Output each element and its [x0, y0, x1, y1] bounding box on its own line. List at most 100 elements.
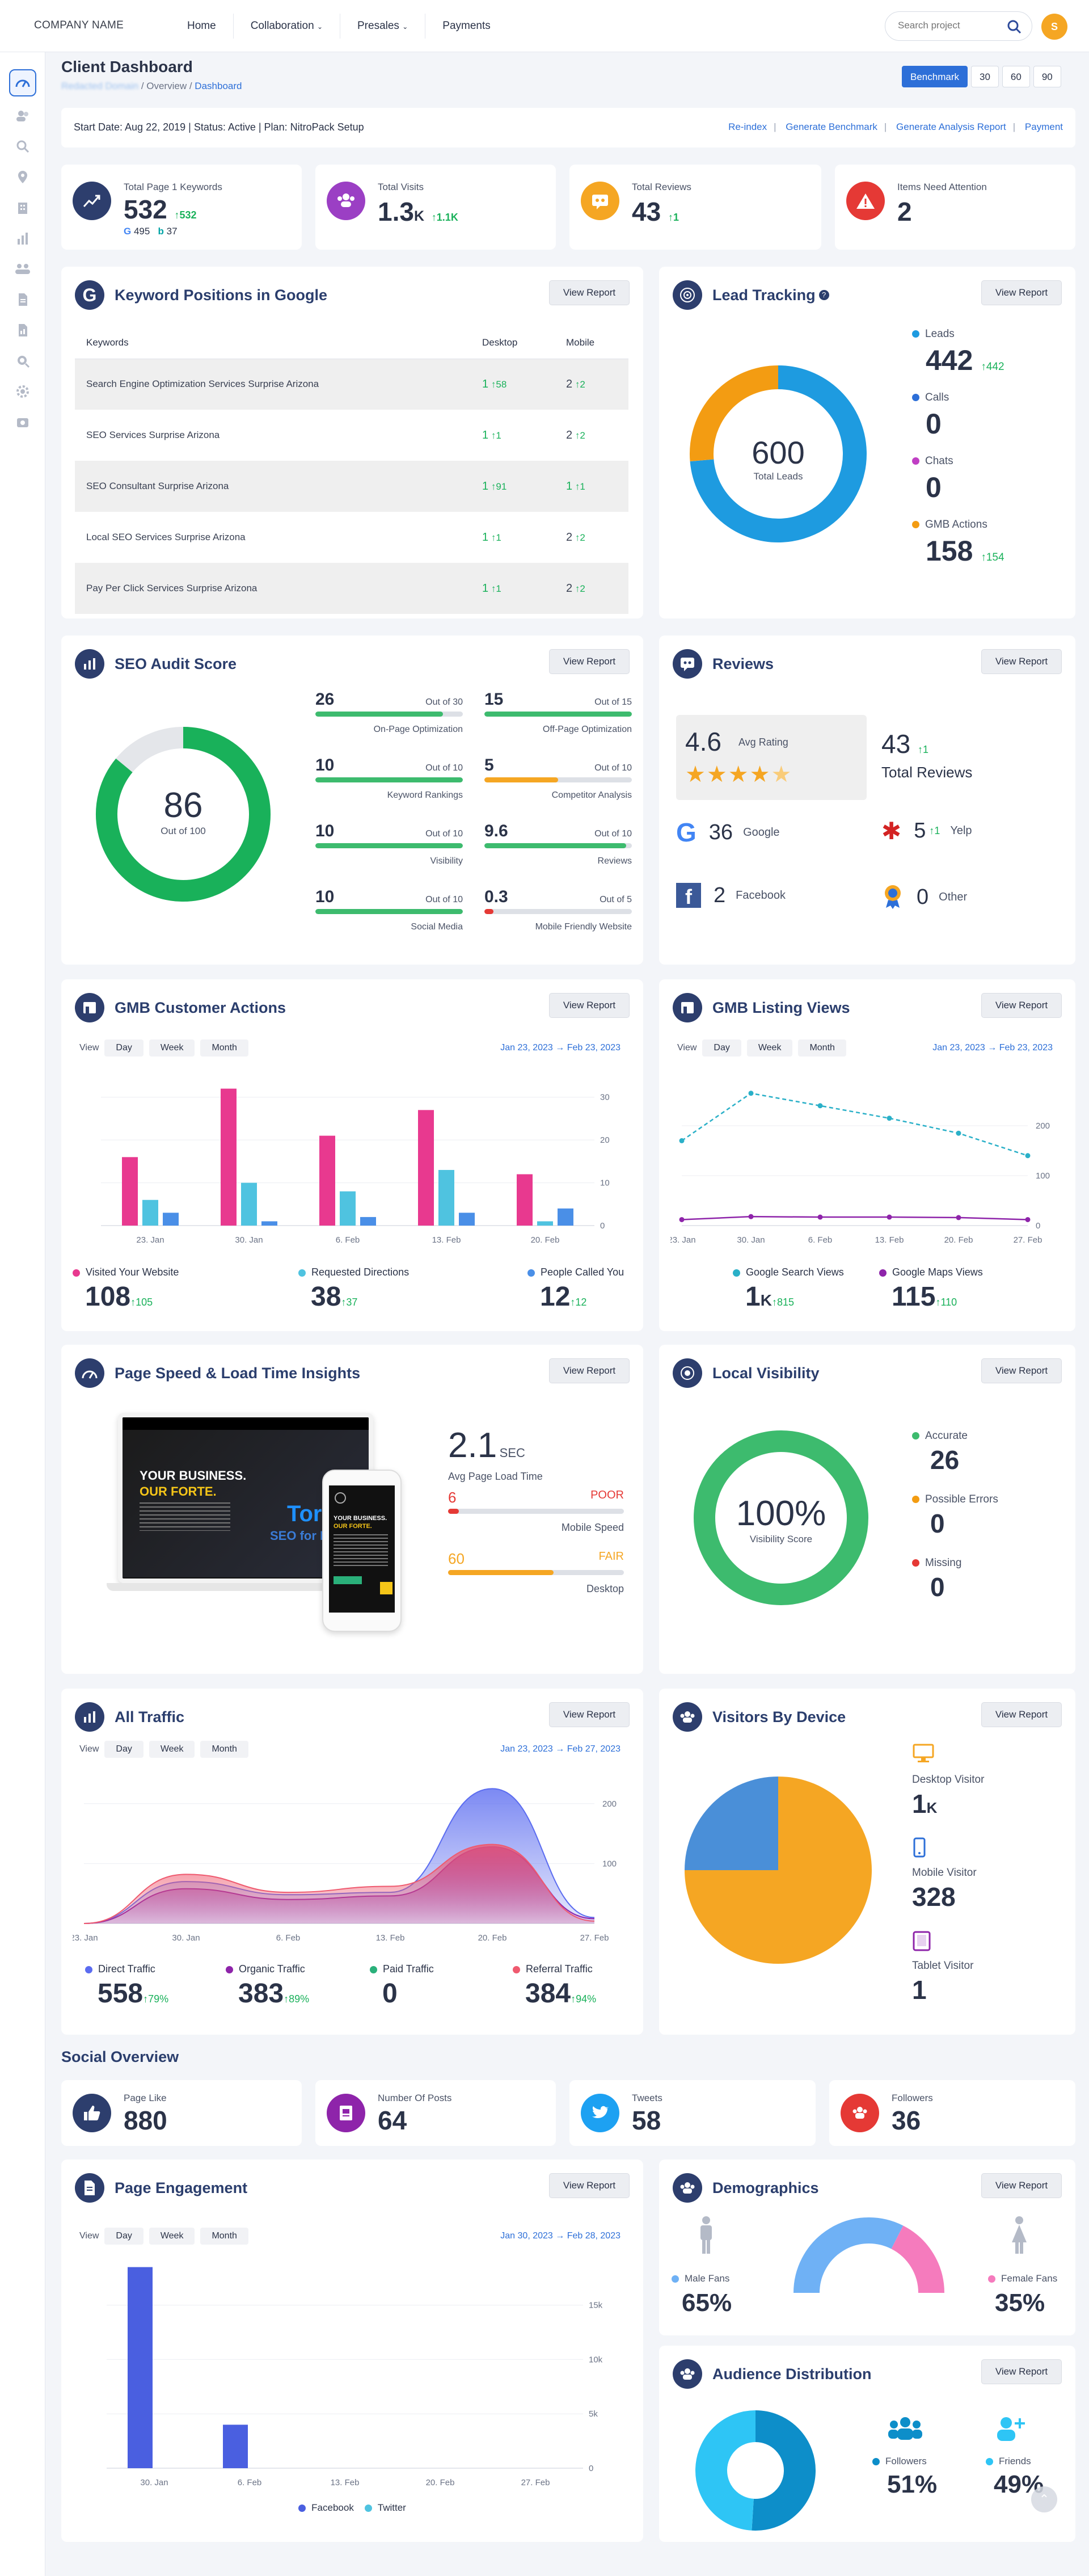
- table-row[interactable]: SEO Services Surprise Arizona 1 ↑1 2 ↑2: [86, 428, 585, 441]
- data-point: [956, 1215, 961, 1220]
- x-tick-label: 6. Feb: [808, 1235, 833, 1245]
- reindex-link[interactable]: Re-index: [728, 121, 767, 132]
- data-point: [956, 1130, 961, 1136]
- period-60-button[interactable]: 60: [1002, 66, 1030, 87]
- sidebar-document-icon[interactable]: [9, 286, 36, 313]
- sidebar-settings-icon[interactable]: [9, 378, 36, 405]
- scroll-to-top-button[interactable]: ⌃: [1031, 2486, 1057, 2512]
- data-point: [679, 1217, 685, 1222]
- week-button[interactable]: Week: [149, 1039, 195, 1057]
- table-row[interactable]: Search Engine Optimization Services Surp…: [75, 359, 628, 410]
- view-report-button[interactable]: View Report: [981, 2359, 1062, 2384]
- view-report-button[interactable]: View Report: [549, 280, 630, 305]
- period-30-button[interactable]: 30: [970, 66, 999, 87]
- nav-collaboration[interactable]: Collaboration ⌄: [234, 14, 340, 39]
- social-card-posts: Number Of Posts 64: [315, 2080, 556, 2146]
- view-report-button[interactable]: View Report: [981, 1702, 1062, 1727]
- gmb-views-card: GMB Listing Views View Report View Day Wee…: [659, 979, 1075, 1331]
- data-point: [748, 1214, 754, 1219]
- view-report-button[interactable]: View Report: [981, 280, 1062, 305]
- view-report-button[interactable]: View Report: [549, 2173, 630, 2198]
- view-report-button[interactable]: View Report: [981, 993, 1062, 1018]
- search-input[interactable]: [898, 20, 994, 31]
- generate-benchmark-link[interactable]: Generate Benchmark: [786, 121, 877, 132]
- date-range[interactable]: Jan 23, 2023 → Feb 23, 2023: [932, 1043, 1053, 1053]
- x-tick-label: 27. Feb: [580, 1933, 609, 1943]
- period-90-button[interactable]: 90: [1033, 66, 1061, 87]
- project-info-bar: Start Date: Aug 22, 2019 | Status: Activ…: [61, 108, 1075, 148]
- month-button[interactable]: Month: [200, 1039, 248, 1057]
- x-tick-label: 20. Feb: [426, 2478, 455, 2487]
- sidebar-camera-icon[interactable]: [9, 409, 36, 436]
- social-card-followers: Followers 36: [829, 2080, 1075, 2146]
- sidebar-building-icon[interactable]: [9, 194, 36, 221]
- x-tick-label: 13. Feb: [376, 1933, 405, 1943]
- week-button[interactable]: Week: [149, 2228, 195, 2245]
- view-report-button[interactable]: View Report: [981, 1358, 1062, 1383]
- y-tick-label: 10: [600, 1178, 610, 1188]
- day-button[interactable]: Day: [702, 1039, 741, 1057]
- date-range[interactable]: Jan 23, 2023 → Feb 27, 2023: [500, 1744, 621, 1754]
- view-report-button[interactable]: View Report: [549, 649, 630, 674]
- avatar[interactable]: S: [1041, 14, 1067, 40]
- table-row[interactable]: SEO Consultant Surprise Arizona 1 ↑91 1 ↑1: [75, 461, 628, 512]
- donut-slice-1: [695, 2410, 757, 2531]
- generate-report-link[interactable]: Generate Analysis Report: [896, 121, 1006, 132]
- month-button[interactable]: Month: [200, 2228, 248, 2245]
- top-navbar: COMPANY NAME Home Collaboration ⌄ Presal…: [0, 0, 1089, 52]
- phone-mockup-image: YOUR BUSINESS. OUR FORTE.: [322, 1470, 402, 1632]
- thumbs-up-icon: [73, 2094, 111, 2132]
- store-icon: [75, 993, 104, 1022]
- stat-card-keywords: Total Page 1 Keywords 532 ↑532 G 495 b 3…: [61, 165, 302, 250]
- x-tick-label: 13. Feb: [875, 1235, 904, 1245]
- sidebar-analysis-icon[interactable]: [9, 347, 36, 374]
- view-report-button[interactable]: View Report: [549, 1702, 630, 1727]
- day-button[interactable]: Day: [104, 1039, 143, 1057]
- sidebar-team-icon[interactable]: [9, 255, 36, 283]
- reviews-card: Reviews View Report 4.6 Avg Rating ★★★★★…: [659, 635, 1075, 965]
- view-report-button[interactable]: View Report: [981, 2173, 1062, 2198]
- help-icon[interactable]: ?: [818, 290, 829, 300]
- view-report-button[interactable]: View Report: [549, 993, 630, 1018]
- demographics-card: Demographics View Report Male Fans 65% F…: [659, 2160, 1075, 2335]
- date-range[interactable]: Jan 30, 2023 → Feb 28, 2023: [500, 2231, 621, 2241]
- view-report-button[interactable]: View Report: [549, 1358, 630, 1383]
- day-button[interactable]: Day: [104, 1741, 143, 1758]
- document-icon: [75, 2173, 104, 2203]
- nav-payments[interactable]: Payments: [442, 20, 491, 32]
- twitter-icon: [581, 2094, 619, 2132]
- sidebar-dashboard-icon[interactable]: [9, 69, 36, 96]
- sidebar-chart-icon[interactable]: [9, 225, 36, 252]
- nav-home[interactable]: Home: [170, 14, 234, 39]
- sidebar-search-icon[interactable]: [9, 133, 36, 160]
- facebook-icon: f: [676, 883, 701, 908]
- sidebar-report-icon[interactable]: [9, 317, 36, 344]
- week-button[interactable]: Week: [149, 1741, 195, 1758]
- stat-card-visits: Total Visits 1.3K ↑1.1K: [315, 165, 556, 250]
- x-tick-label: 30. Jan: [235, 1235, 263, 1245]
- month-button[interactable]: Month: [798, 1039, 846, 1057]
- sidebar: [0, 52, 45, 2576]
- sidebar-location-icon[interactable]: [9, 163, 36, 191]
- nav-presales[interactable]: Presales ⌄: [340, 14, 426, 39]
- table-row[interactable]: Pay Per Click Services Surprise Arizona 1…: [75, 563, 628, 614]
- breadcrumb-site[interactable]: Redacted Domain: [61, 81, 139, 91]
- benchmark-button[interactable]: Benchmark: [902, 66, 968, 87]
- month-button[interactable]: Month: [200, 1741, 248, 1758]
- date-range[interactable]: Jan 23, 2023 → Feb 23, 2023: [500, 1043, 621, 1053]
- series-area: [84, 1844, 594, 1923]
- day-button[interactable]: Day: [104, 2228, 143, 2245]
- donut-slice-0: [752, 2410, 816, 2531]
- audit-metric: 9.6 Out of 10 Reviews: [484, 822, 632, 866]
- sidebar-users-icon[interactable]: [9, 102, 36, 129]
- search-icon[interactable]: [1007, 19, 1022, 34]
- payment-link[interactable]: Payment: [1024, 121, 1063, 132]
- company-name[interactable]: COMPANY NAME: [34, 19, 124, 31]
- star-rating-icon: ★★★★★: [685, 762, 793, 787]
- view-report-button[interactable]: View Report: [981, 649, 1062, 674]
- google-icon: G: [75, 280, 104, 310]
- x-tick-label: 23. Jan: [136, 1235, 164, 1245]
- week-button[interactable]: Week: [746, 1039, 793, 1057]
- table-row[interactable]: Local SEO Services Surprise Arizona 1 ↑1 2…: [86, 531, 585, 544]
- breadcrumb-dashboard[interactable]: Dashboard: [195, 81, 242, 91]
